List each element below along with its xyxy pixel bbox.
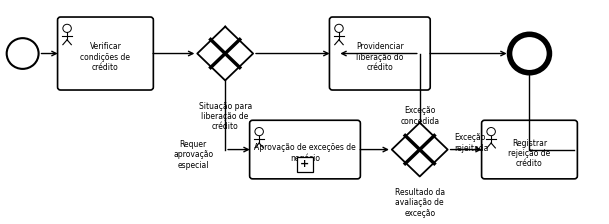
Text: +: +	[300, 159, 309, 169]
Text: Situação para
liberação de
crédito: Situação para liberação de crédito	[199, 101, 252, 131]
FancyBboxPatch shape	[482, 120, 577, 179]
Polygon shape	[197, 27, 253, 80]
Text: Verificar
condições de
crédito: Verificar condições de crédito	[80, 43, 130, 72]
Text: Exceção
rejeitada: Exceção rejeitada	[455, 133, 489, 153]
Text: Exceção
concedida: Exceção concedida	[400, 106, 439, 126]
Text: Providenciar
liberação do
crédito: Providenciar liberação do crédito	[356, 43, 404, 72]
Circle shape	[63, 24, 71, 32]
Circle shape	[487, 127, 495, 136]
Text: Registrar
rejeição de
crédito: Registrar rejeição de crédito	[509, 138, 551, 168]
Circle shape	[7, 38, 38, 69]
Circle shape	[510, 34, 549, 73]
Text: Requer
aprovação
especial: Requer aprovação especial	[173, 140, 213, 170]
Circle shape	[255, 127, 264, 136]
FancyBboxPatch shape	[250, 120, 361, 179]
FancyBboxPatch shape	[297, 157, 313, 172]
FancyBboxPatch shape	[329, 17, 430, 90]
Text: Aprovação de exceções de
negócio: Aprovação de exceções de negócio	[254, 143, 356, 163]
Polygon shape	[392, 123, 448, 177]
FancyBboxPatch shape	[58, 17, 153, 90]
Text: Resultado da
avaliação de
exceção: Resultado da avaliação de exceção	[395, 188, 445, 218]
Circle shape	[335, 24, 343, 32]
